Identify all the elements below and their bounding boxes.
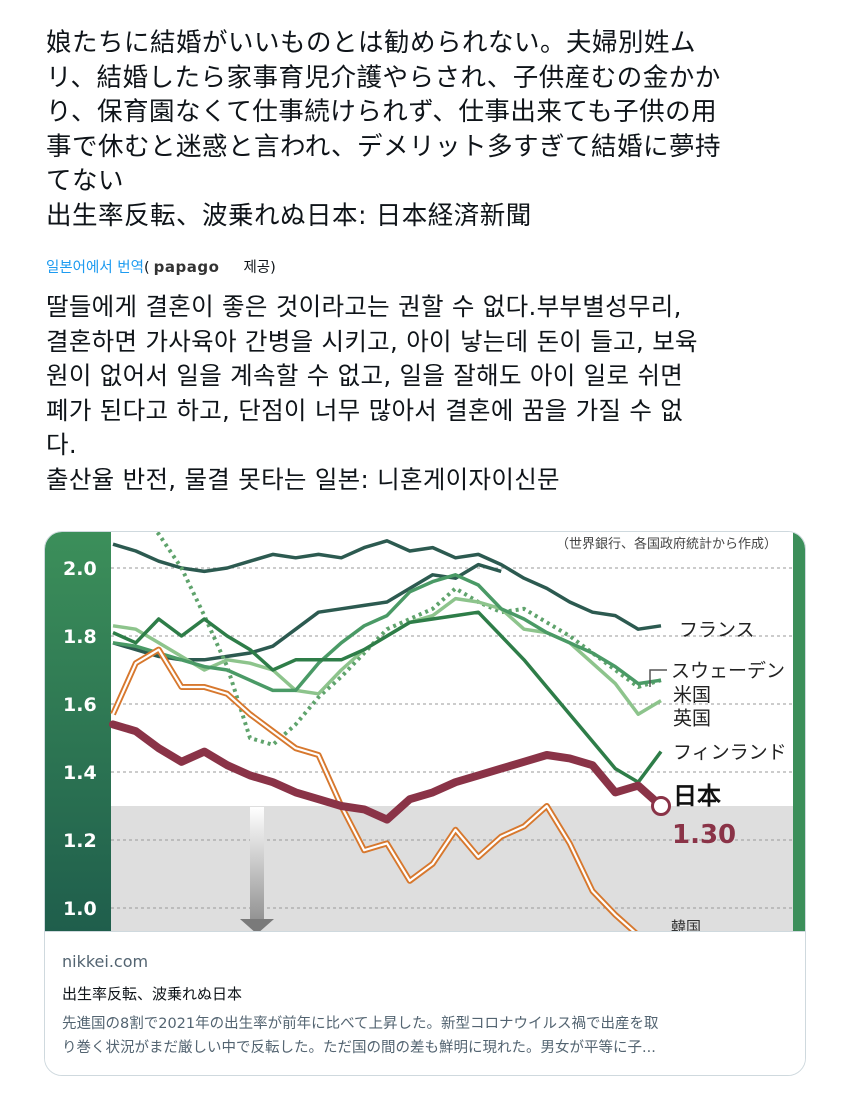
series-line-スウェーデン — [112, 573, 662, 693]
tweet-line: 娘たちに結婚がいいものとは勧められない。夫婦別姓ム — [46, 28, 697, 58]
japan-endpoint-marker — [651, 796, 671, 816]
y-tick-label: 1.4 — [63, 762, 97, 784]
series-line-韓国-inner — [111, 648, 637, 932]
translated-line: 다. — [46, 430, 77, 460]
tweet-line: 事で休むと迷惑と言われ、デメリット多すぎて結婚に夢持 — [46, 131, 721, 162]
translated-line: 딸들에게 결혼이 좋은 것이라고는 권할 수 없다.부부별성무리, — [46, 292, 682, 321]
card-description-line: り巻く状況がまだ厳しい中で反転した。ただ国の間の差も鮮明に現れた。男女が平等に子… — [62, 1040, 656, 1056]
label-japan: 日本 — [673, 782, 721, 810]
label-leader-sweden — [649, 669, 667, 687]
right-edge-band — [793, 532, 805, 932]
tweet-line: てない — [46, 166, 125, 197]
y-tick-label: 1.2 — [63, 830, 97, 852]
series-line-france — [112, 539, 662, 631]
tweet-text: 娘たちに結婚がいいものとは勧められない。夫婦別姓ム リ、結婚したら家事育児介護や… — [46, 26, 806, 234]
translated-line: 출산율 반전, 물결 못타는 일본: 니혼게이자이신문 — [46, 464, 560, 494]
papago-logo: papago — [153, 258, 220, 276]
y-axis-band — [45, 532, 111, 932]
label-france: フランス — [679, 619, 755, 641]
translated-from-link[interactable]: 일본어에서 번역 — [46, 260, 144, 276]
fertility-rate-chart: 2.0 1.8 1.6 1.4 1.2 1.0 （世界銀行、各国政府統計から作成） フラン… — [45, 532, 805, 932]
label-uk: 英国 — [673, 708, 711, 730]
card-title: 出生率反転、波乗れぬ日本 — [62, 985, 243, 1003]
down-arrow-icon — [240, 807, 274, 932]
paren-open: ( — [144, 260, 150, 276]
translated-line: 폐가 된다고 하고, 단점이 너무 많아서 결혼에 꿈을 가질 수 없 — [46, 395, 684, 425]
provided-by-label: 제공) — [243, 260, 276, 276]
tweet-line: 出生率反転、波乗れぬ日本: 日本経済新聞 — [46, 200, 532, 231]
y-tick-label: 1.6 — [63, 694, 97, 716]
link-preview-card[interactable]: 2.0 1.8 1.6 1.4 1.2 1.0 （世界銀行、各国政府統計から作成） フラン… — [44, 531, 806, 1076]
translation-attribution: 일본어에서 번역(papago 제공) — [46, 256, 276, 277]
y-tick-label: 1.8 — [63, 626, 97, 648]
series-line-日本 — [109, 720, 665, 824]
card-description: 先進国の8割で2021年の出生率が前年に比べて上昇した。新型コロナウイルス禍で出… — [62, 1012, 792, 1060]
series-line-米国 — [154, 532, 662, 747]
translated-line: 결혼하면 가사육아 간병을 시키고, 아이 낳는데 돈이 들고, 보육 — [46, 326, 698, 356]
card-meta: nikkei.com 出生率反転、波乗れぬ日本 先進国の8割で2021年の出生率… — [45, 931, 805, 1075]
card-description-line: 先進国の8割で2021年の出生率が前年に比べて上昇した。新型コロナウイルス禍で出… — [62, 1016, 659, 1032]
tweet-line: り、保育園なくて仕事続けられず、仕事出来ても子供の用 — [46, 97, 718, 128]
y-tick-label: 2.0 — [63, 558, 97, 580]
label-finland: フィンランド — [673, 742, 787, 764]
label-japan-value: 1.30 — [672, 820, 736, 850]
label-sweden: スウェーデン — [671, 660, 785, 682]
below-replacement-band — [111, 806, 793, 932]
label-usa: 米国 — [673, 684, 711, 706]
series-line-フィンランド — [112, 610, 663, 784]
card-domain: nikkei.com — [62, 952, 149, 971]
translated-text: 딸들에게 결혼이 좋은 것이라고는 권할 수 없다.부부별성무리, 결혼하면 가… — [46, 290, 806, 498]
translated-line: 원이 없어서 일을 계속할 수 없고, 일을 잘해도 아이 일로 쉬면 — [46, 361, 684, 391]
label-korea: 韓国 — [671, 918, 701, 932]
y-tick-label: 1.0 — [63, 898, 97, 920]
tweet-line: リ、結婚したら家事育児介護やらされ、子供産むの金かか — [46, 62, 721, 93]
source-note: （世界銀行、各国政府統計から作成） — [556, 536, 777, 552]
